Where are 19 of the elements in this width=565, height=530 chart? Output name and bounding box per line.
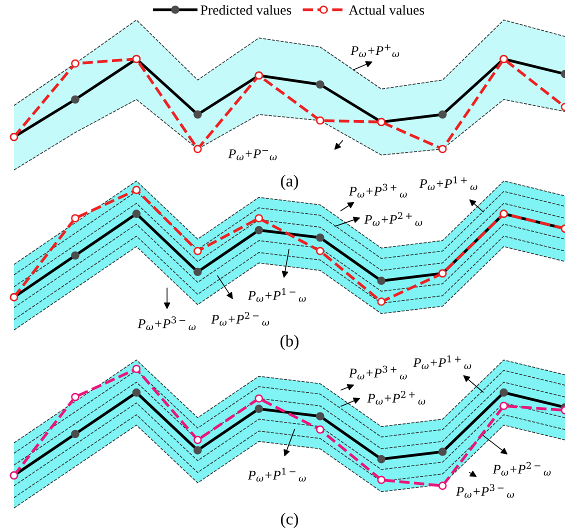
annotation: P$_{ω}$+P$^{3+}$$_{ω}$ (348, 184, 407, 198)
annotation: P$_{ω}$+P$^{2−}$$_{ω}$ (211, 312, 270, 326)
x-axis-title: (c) (280, 512, 298, 528)
annotation: P$_{ω}$+P$^{1−}$$_{ω}$ (248, 468, 306, 482)
annotation: P$_{ω}$+P$^{+}$$_{ω}$ (350, 44, 400, 58)
annotation: P$_{ω}$+P$^{1+}$$_{ω}$ (419, 176, 478, 190)
x-axis-title: (a) (280, 174, 298, 190)
annotation: P$_{ω}$+P$^{−}$$_{ω}$ (228, 149, 277, 160)
legend-label: Actual values (348, 4, 424, 15)
annotation: P$_{ω}$+P$^{1−}$$_{ω}$ (248, 288, 306, 302)
legend-label: Predicted values (200, 4, 292, 15)
annotation: P$_{ω}$+P$^{2+}$$_{ω}$ (364, 212, 422, 226)
annotation: P$_{ω}$+P$^{3−}$$_{ω}$ (138, 316, 196, 330)
annotation: P$_{ω}$+P$^{1+}$$_{ω}$ (413, 355, 472, 370)
annotation: P$_{ω}$+P$^{3+}$$_{ω}$ (348, 366, 407, 380)
annotation: P$_{ω}$+P$^{2−}$$_{ω}$ (492, 462, 551, 476)
annotation: P$_{ω}$+P$^{2+}$$_{ω}$ (367, 390, 426, 405)
annotation: P$_{ω}$+P$^{3−}$$_{ω}$ (456, 484, 514, 498)
x-axis-title: (b) (280, 334, 298, 350)
